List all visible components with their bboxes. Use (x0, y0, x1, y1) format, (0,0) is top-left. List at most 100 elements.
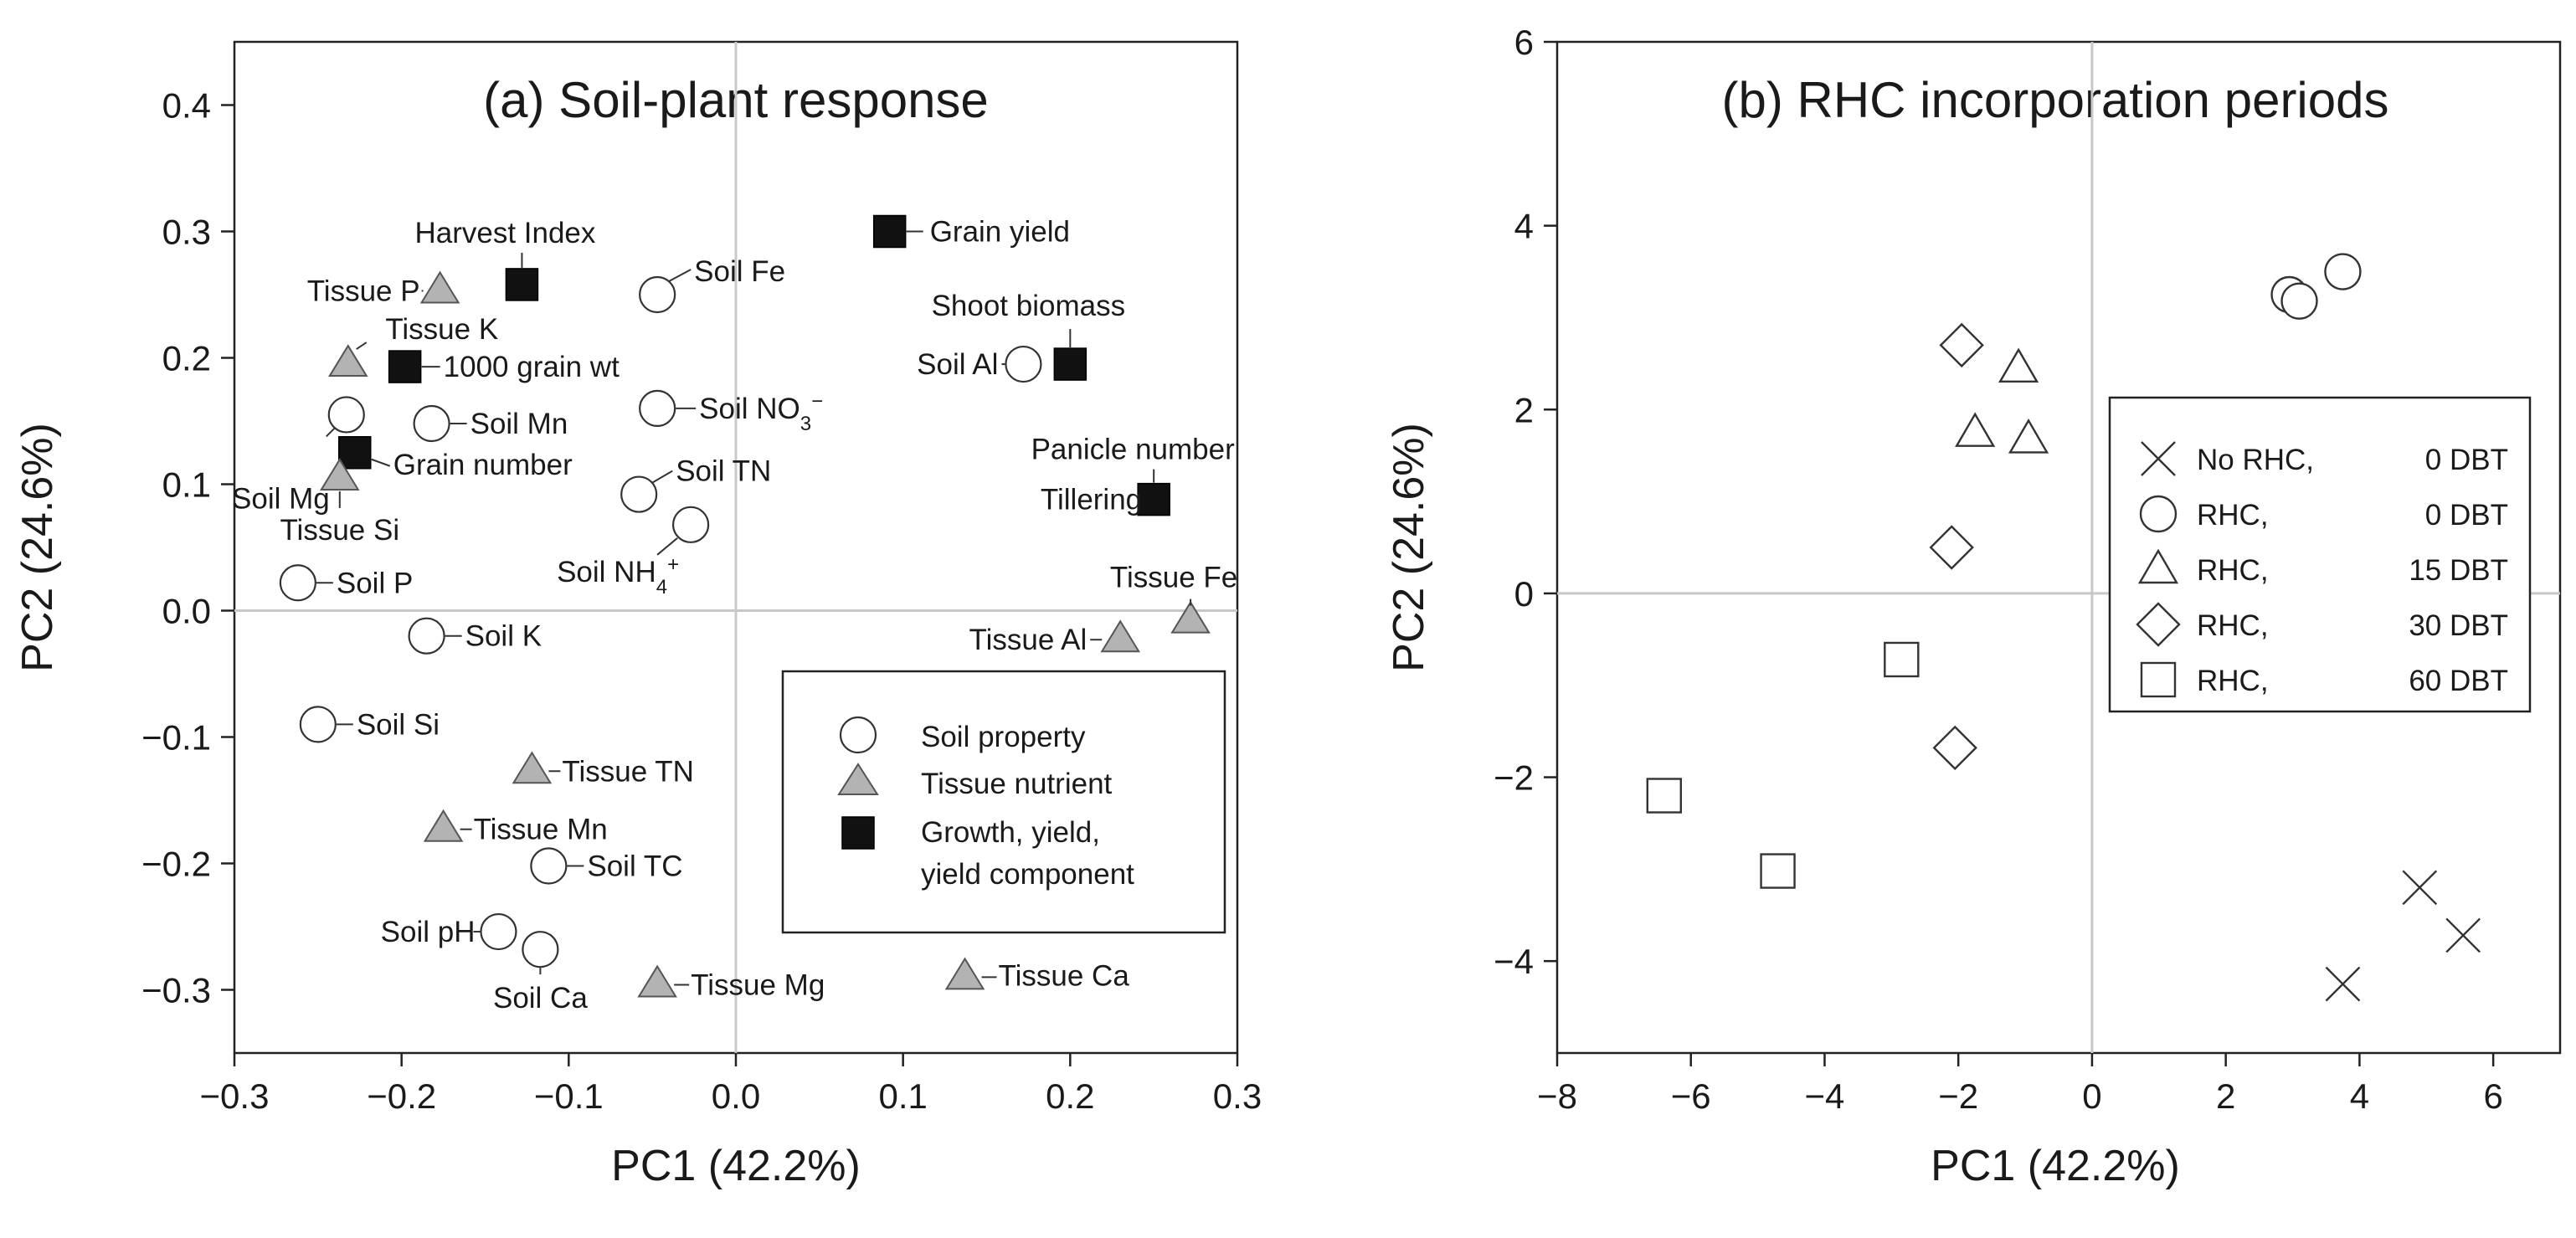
point-soil-nh (671, 506, 710, 543)
label-leader-grain-number (371, 458, 391, 467)
point-label-soil-ph: Soil pH (381, 916, 476, 948)
panel-a-y-axis-title: PC2 (24.6%) (13, 423, 62, 672)
legend-label-period-rhc-15-dbt: 15 DBT (2409, 554, 2508, 587)
panel-a-x-tick-label: −0.1 (534, 1076, 604, 1116)
panel-b-marks: −8 −6 −4 −2 0 2 4 6 −4 −2 0 2 4 6 (1494, 23, 2560, 1116)
label-leader-soil-fe (668, 269, 692, 282)
point-soil-no (639, 389, 676, 427)
point-tissue-mn (423, 809, 464, 842)
point-label-soil-ca: Soil Ca (493, 982, 588, 1015)
legend-box (2108, 396, 2532, 713)
point-label-soil-fe: Soil Fe (694, 255, 785, 288)
point-label-tissue-mn: Tissue Mn (474, 814, 608, 846)
point-label-soil-mn: Soil Mn (470, 408, 568, 440)
legend-label-rhc-30-dbt: RHC, (2197, 609, 2269, 642)
panel-a-x-tick-label: 0.0 (712, 1076, 760, 1116)
point-tissue-fe (1170, 600, 1211, 634)
point-label-soil-k: Soil K (465, 620, 542, 653)
panel-b-y-tick-label: −4 (1494, 942, 1534, 981)
legend-soil-marker (839, 716, 877, 754)
label-leader-tissue-k (356, 342, 368, 350)
panel-a-y-tick-label: 0.0 (162, 592, 211, 631)
point-label-tissue-p: Tissue P (307, 275, 420, 307)
point-label-soil-p: Soil P (337, 567, 413, 599)
point-soil-al (1005, 345, 1042, 383)
point-no-rhc-0-dbt (2445, 917, 2481, 953)
point-label-grain-number: Grain number (393, 449, 573, 481)
point-grain-number (338, 436, 372, 470)
point-1000-grain-wt (388, 350, 422, 383)
label-leader-soil-mg (326, 427, 336, 438)
point-soil-ph (480, 912, 517, 951)
panel-b-legend: No RHC, 0 DBT RHC, 0 DBT RHC, 15 DBT RHC, 30 DB… (2108, 396, 2532, 713)
point-tissue-si (320, 458, 360, 491)
point-tissue-mg (637, 964, 677, 998)
point-label-harvest-index: Harvest Index (414, 217, 595, 249)
label-superscript: + (667, 552, 679, 575)
point-no-rhc-0-dbt (2402, 870, 2438, 906)
panel-b-y-tick-label: 0 (1514, 574, 1534, 614)
panel-b-x-axis-title: PC1 (42.2%) (1931, 1142, 2180, 1190)
legend-label-period-rhc-60-dbt: 60 DBT (2409, 665, 2508, 697)
point-harvest-index (505, 268, 539, 301)
point-rhc-0-dbt (2280, 282, 2318, 320)
legend-label-period-rhc-0-dbt: 0 DBT (2425, 499, 2508, 532)
point-rhc-60-dbt (1884, 641, 1920, 678)
panel-b-x-tick-label: 4 (2350, 1076, 2369, 1116)
point-shoot-biomass (1053, 347, 1087, 381)
legend-label-no-rhc-0-dbt: No RHC, (2197, 444, 2314, 476)
legend-marker-rhc-0-dbt (2139, 495, 2178, 533)
point-soil-tn (620, 475, 658, 513)
label-superscript: − (811, 389, 823, 412)
panel-b-x-tick-label: 2 (2216, 1076, 2235, 1116)
legend-marker-no-rhc-0-dbt (2141, 441, 2176, 476)
legend-soil-label: Soil property (921, 721, 1086, 753)
panel-a-x-axis-title: PC1 (42.2%) (611, 1142, 861, 1190)
point-soil-mg (327, 396, 365, 434)
label-leader-soil-nh (656, 537, 678, 556)
point-tissue-tn (512, 751, 553, 784)
panel-a-y-tick-label: 0.3 (162, 213, 211, 252)
point-rhc-30-dbt (1929, 525, 1974, 570)
panel-a-soil-plant-response: (a) Soil-plant response PC1 (42.2%) PC2 … (13, 40, 1262, 1190)
point-rhc-15-dbt (1955, 412, 1996, 447)
point-soil-mn (413, 404, 450, 443)
point-soil-k (408, 617, 445, 655)
panel-a-x-tick-label: 0.1 (878, 1076, 927, 1116)
panel-b-y-tick-label: −2 (1494, 758, 1534, 798)
legend-box (781, 670, 1226, 934)
panel-b-x-tick-label: −4 (1805, 1076, 1845, 1116)
point-label-soil-si: Soil Si (357, 708, 440, 741)
panel-b-y-tick-label: 2 (1514, 390, 1534, 429)
legend-label-period-rhc-30-dbt: 30 DBT (2409, 609, 2508, 642)
panel-a-y-tick-label: 0.4 (162, 86, 211, 126)
point-panicle-number (1137, 482, 1170, 516)
panel-a-x-tick-label: 0.3 (1213, 1076, 1262, 1116)
point-label-soil-tn: Soil TN (676, 455, 771, 488)
point-grain-yield (872, 214, 907, 249)
label-subscript: 4 (656, 575, 667, 598)
point-rhc-60-dbt (1760, 853, 1796, 889)
point-label-tissue-fe: Tissue Fe (1110, 562, 1237, 594)
label-leader-soil-tn (651, 470, 673, 484)
point-rhc-0-dbt (2324, 253, 2362, 290)
point-soil-p (279, 564, 316, 602)
point-rhc-60-dbt (1646, 778, 1682, 814)
panel-a-marks: −0.3 −0.2 −0.1 0.0 0.1 0.2 0.3−0.3−0.2−0.10.00… (141, 42, 1262, 1116)
point-soil-fe (639, 275, 676, 314)
point-tissue-ca (944, 957, 985, 990)
point-label-soil-tc: Soil TC (587, 850, 682, 883)
panel-b-x-tick-label: 0 (2082, 1076, 2101, 1116)
point-label-shoot-biomass: Shoot biomass (932, 290, 1126, 322)
legend-marker-rhc-60-dbt (2140, 661, 2177, 698)
legend-label-period-no-rhc-0-dbt: 0 DBT (2425, 444, 2508, 476)
panel-b-x-tick-label: −8 (1537, 1076, 1577, 1116)
panel-a-x-tick-label: −0.2 (367, 1076, 436, 1116)
legend-marker-rhc-30-dbt (2136, 602, 2181, 647)
legend-growth-label-line1: Growth, yield, (921, 816, 1100, 849)
panel-a-legend: Soil property Tissue nutrient Growth, yi… (781, 670, 1226, 934)
legend-tissue-label: Tissue nutrient (921, 768, 1113, 800)
panel-b-y-tick-label: 4 (1514, 207, 1534, 246)
point-tissue-al (1100, 619, 1141, 653)
point-label-panicle-number: Panicle number (1031, 434, 1236, 466)
